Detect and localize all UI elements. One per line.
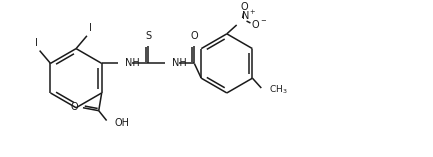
Text: NH: NH: [125, 58, 140, 68]
Text: O: O: [241, 2, 248, 12]
Text: O$^-$: O$^-$: [252, 18, 268, 30]
Text: N$^+$: N$^+$: [241, 9, 256, 22]
Text: O: O: [191, 31, 198, 41]
Text: I: I: [89, 23, 92, 33]
Text: O: O: [71, 102, 78, 112]
Text: CH$_3$: CH$_3$: [269, 84, 288, 96]
Text: NH: NH: [171, 58, 186, 68]
Text: I: I: [35, 38, 38, 48]
Text: OH: OH: [114, 117, 129, 127]
Text: S: S: [145, 31, 151, 41]
